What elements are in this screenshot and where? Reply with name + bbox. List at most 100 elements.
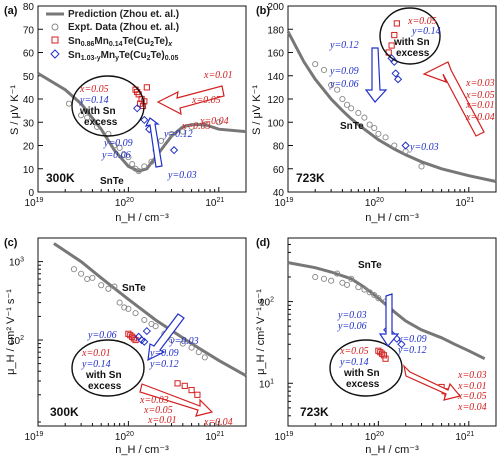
expt-data-point	[382, 134, 389, 141]
panel-d-red-in-2: y=0.14	[339, 357, 369, 368]
expt-data-point	[320, 66, 328, 73]
expt-data-point	[179, 340, 186, 347]
expt-data-point	[93, 123, 101, 130]
panel-d-xlabel: n_H / cm⁻³	[365, 444, 419, 456]
panel-b-temperature: 723K	[296, 171, 325, 185]
expt-data-point	[328, 277, 335, 284]
legend-red-text: Sn0.86Mn0.14Te(Cu2Te)x	[68, 36, 173, 48]
panel-a-blue-3: y=0.06	[101, 150, 131, 161]
expt-data-point	[339, 95, 346, 103]
panel-a-excess: excess	[84, 117, 118, 128]
panel-c-red-in-1: x=0.01	[81, 348, 111, 359]
expt-data-point	[361, 114, 368, 121]
x-tick-label: 1020	[115, 197, 134, 209]
panel-a-xlabel: n_H / cm⁻³	[115, 212, 169, 224]
panel-b-xticks: 1019 1020 1021	[275, 187, 497, 209]
expt-data-point	[201, 354, 208, 361]
panel-c-data	[53, 242, 247, 398]
y-tick-label: 40	[23, 95, 35, 106]
expt-data-point	[355, 109, 362, 116]
expt-data-point	[158, 137, 165, 144]
panel-d-blue-1: y=0.03	[337, 310, 367, 321]
panel-d-red-out-2: x=0.01	[457, 381, 487, 392]
panel-d-red-out-1: x=0.03	[457, 370, 487, 381]
panel-c-label: (c)	[4, 237, 18, 249]
panel-b-red-in-1: x=0.05	[407, 16, 437, 27]
panel-a-blue-arrow	[144, 117, 163, 168]
panel-b-blue-3: y=0.06	[329, 79, 359, 90]
panel-c-blue-4: y=0.12	[149, 359, 179, 370]
prediction-line	[287, 261, 486, 361]
panel-c-red-out-1: x=0.03	[139, 395, 169, 406]
legend-red-marker	[51, 36, 59, 44]
x-tick-label: 1020	[365, 197, 384, 209]
panel-b-blue-arrow	[364, 47, 388, 103]
x-tick-label: 1019	[25, 197, 44, 209]
panel-a-red-arrow	[156, 85, 225, 116]
blue-data-point	[140, 115, 149, 125]
y-tick-label: 100	[267, 118, 284, 129]
panel-c-blue-2: y=0.03	[169, 336, 199, 347]
expt-data-point	[111, 283, 118, 290]
y-tick-label: 102	[9, 335, 24, 347]
panel-d-with-sn: with Sn	[343, 368, 380, 379]
expt-data-point	[116, 144, 123, 151]
expt-data-point	[312, 61, 319, 68]
red-data-point	[139, 102, 147, 110]
expt-data-point	[201, 121, 208, 128]
panel-d-blue-arrow	[378, 293, 400, 348]
prediction-line	[37, 72, 247, 173]
expt-data-point	[343, 281, 351, 288]
panel-d-xticks: 1019 1020 1021	[275, 421, 497, 443]
blue-data-point	[401, 141, 410, 150]
expt-data-point	[105, 285, 112, 292]
prediction-line	[286, 30, 497, 183]
expt-data-point	[366, 289, 373, 296]
panel-b-red-arrow	[422, 61, 485, 137]
expt-data-point	[361, 286, 368, 293]
expt-data-point	[89, 274, 96, 281]
y-tick-label: 140	[267, 72, 284, 83]
panel-c-red-out-2: x=0.05	[143, 405, 173, 416]
expt-data-point	[348, 105, 355, 112]
expt-data-point	[84, 114, 91, 121]
panel-b-data	[286, 20, 497, 183]
panel-a-temperature: 300K	[46, 171, 75, 185]
panel-c: (c) 102 103 1019 1020 1021 μ_H / cm² V⁻¹ s⁻…	[4, 237, 247, 456]
panel-c-frame	[37, 237, 247, 427]
panel-d-red-arrow	[403, 364, 462, 401]
panel-d-frame	[287, 237, 497, 427]
panel-d-excess: excess	[346, 379, 380, 390]
panel-b-excess: excess	[396, 48, 430, 59]
panel-b-xlabel: n_H / cm⁻³	[365, 212, 419, 224]
expt-data-point	[132, 310, 139, 317]
y-tick-label: 103	[9, 257, 24, 269]
y-tick-label: 60	[273, 165, 285, 176]
panel-a-red-out-2: x=0.05	[191, 95, 221, 106]
y-tick-label: 180	[267, 25, 284, 36]
panel-b-red-out-2: x=0.05	[465, 90, 495, 101]
y-tick-label: 101	[259, 378, 274, 390]
expt-data-point	[375, 295, 382, 302]
panel-c-xticks: 1019 1020 1021	[25, 421, 247, 443]
blue-data-point	[142, 326, 151, 336]
expt-data-point	[98, 282, 105, 289]
red-data-point	[174, 380, 181, 387]
expt-data-point	[121, 304, 128, 311]
panel-a-yticks: 0 10 20 30 40 50 60 70 80	[23, 2, 43, 199]
panel-b-ylabel: S / μV K⁻¹	[251, 85, 263, 135]
expt-data-point	[179, 128, 186, 135]
expt-data-point	[148, 158, 155, 165]
expt-data-point	[188, 344, 195, 351]
panel-a-blue-1: y=0.12	[163, 129, 193, 140]
panel-c-with-sn: with Sn	[85, 370, 122, 381]
blue-data-point	[133, 104, 142, 113]
panel-d-sn-excess-ellipse	[329, 339, 403, 397]
x-tick-label: 1019	[275, 197, 294, 209]
expt-data-point	[70, 266, 78, 273]
x-tick-label: 1021	[455, 197, 474, 209]
expt-data-point	[391, 142, 398, 149]
panel-b-blue-2: y=0.09	[329, 66, 359, 77]
